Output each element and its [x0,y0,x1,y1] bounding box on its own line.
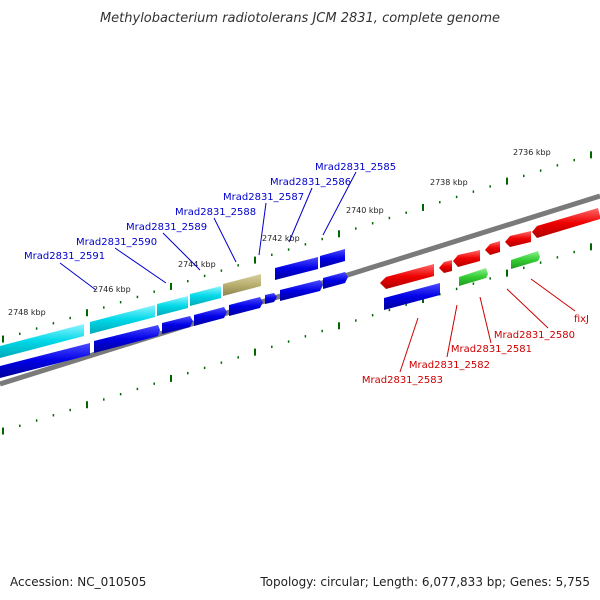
gene-label-2585[interactable]: Mrad2831_2585 [315,162,396,173]
gene-label-2591[interactable]: Mrad2831_2591 [24,251,105,262]
leader-line [446,304,458,358]
gene-arrow-cyan[interactable] [90,305,155,334]
gene-label-2589[interactable]: Mrad2831_2589 [126,222,207,233]
gene-arrow-blue[interactable] [280,280,323,301]
gene-arrow-green[interactable] [459,268,488,286]
gene-arrow-blue[interactable] [229,297,263,316]
leader-line [506,288,549,329]
gene-label-2587[interactable]: Mrad2831_2587 [223,192,304,203]
leader-line [288,187,313,243]
right-gene-row-outer [380,208,600,289]
gene-arrow-red[interactable] [453,250,480,267]
gene-arrow-blue[interactable] [320,249,345,268]
gene-arrow-cyan[interactable] [0,324,84,358]
gene-label-2583[interactable]: Mrad2831_2583 [362,375,443,386]
leader-line [162,232,201,271]
gene-arrow-olive[interactable] [223,274,261,296]
gene-arrow-cyan[interactable] [157,296,188,316]
scale-label-2748: 2748 kbp [8,308,46,317]
gene-arrow-blue[interactable] [384,283,440,310]
map-title: Methylobacterium radiotolerans JCM 2831,… [100,11,500,26]
leader-line [114,247,167,284]
gene-label-2590[interactable]: Mrad2831_2590 [76,237,157,248]
upper-tick-track [2,151,592,343]
lower-gene-labels: fixJ Mrad2831_2580 Mrad2831_2581 Mrad283… [362,278,589,386]
gene-arrow-red[interactable] [439,260,452,273]
leader-line [479,296,492,344]
scale-label-2738: 2738 kbp [430,178,468,187]
gene-arrow-blue[interactable] [265,293,277,304]
scale-label-2740: 2740 kbp [346,206,384,215]
gene-label-2588[interactable]: Mrad2831_2588 [175,207,256,218]
gene-arrow-green[interactable] [511,251,540,269]
gene-arrow-blue[interactable] [275,257,318,280]
leader-line [213,217,237,263]
gene-arrow-red[interactable] [505,231,531,247]
upper-gene-row-outer [0,249,345,358]
scale-label-2736: 2736 kbp [513,148,551,157]
upper-gene-labels: Mrad2831_2585 Mrad2831_2586 Mrad2831_258… [24,162,396,291]
scale-label-2746: 2746 kbp [93,285,131,294]
accession-text: Accession: NC_010505 [10,575,146,589]
gene-label-2582[interactable]: Mrad2831_2582 [409,360,490,371]
gene-arrow-blue[interactable] [323,272,348,289]
scale-label-2742: 2742 kbp [262,234,300,243]
genome-summary-text: Topology: circular; Length: 6,077,833 bp… [259,575,590,589]
gene-arrow-blue[interactable] [194,307,227,326]
scale-label-2744: 2744 kbp [178,260,216,269]
gene-label-2586[interactable]: Mrad2831_2586 [270,177,351,188]
leader-line [59,262,97,291]
gene-label-2581[interactable]: Mrad2831_2581 [451,344,532,355]
right-gene-row-inner [384,251,540,310]
gene-arrow-cyan[interactable] [190,286,221,306]
leader-line [322,171,357,236]
gene-label-2580[interactable]: Mrad2831_2580 [494,330,575,341]
gene-arrow-blue[interactable] [94,325,160,353]
upper-gene-row-inner [0,272,348,378]
gene-arrow-blue[interactable] [0,343,90,378]
gene-arrow-red[interactable] [485,241,500,255]
gene-label-fixj[interactable]: fixJ [574,314,589,325]
leader-line [258,202,267,256]
leader-line [399,317,419,373]
gene-arrow-red[interactable] [532,208,600,238]
gene-arrow-blue[interactable] [162,316,193,334]
leader-line [530,278,576,312]
gene-arrow-red[interactable] [380,264,434,289]
scale-labels: 2736 kbp 2738 kbp 2740 kbp 2742 kbp 2744… [8,148,551,317]
